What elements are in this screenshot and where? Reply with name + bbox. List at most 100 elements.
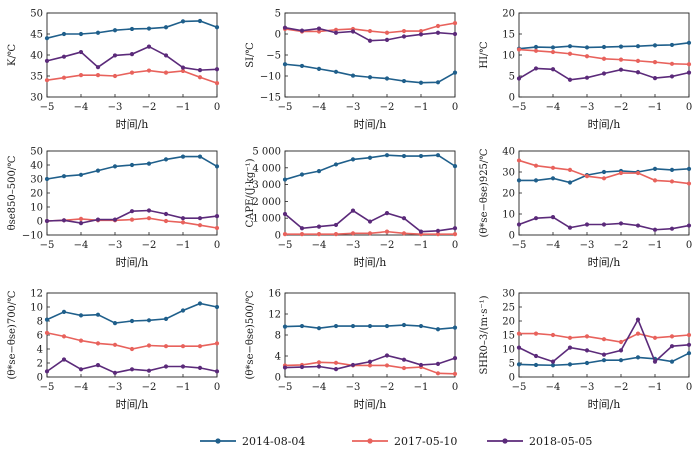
data-point-2017-05-10 — [129, 217, 135, 222]
data-point-2017-05-10 — [146, 68, 152, 73]
y-tick-label: 0 — [275, 30, 281, 41]
data-point-2014-08-04 — [180, 154, 186, 159]
data-point-2014-08-04 — [214, 25, 220, 30]
data-point-2017-05-10 — [180, 220, 186, 225]
data-point-2014-08-04 — [282, 324, 288, 329]
data-point-2014-08-04 — [95, 168, 101, 173]
x-tick-label: −2 — [614, 102, 629, 113]
data-point-2017-05-10 — [299, 232, 305, 237]
x-tick-label: 0 — [452, 382, 458, 393]
y-axis-label: CAPE/(J·kg⁻¹) — [245, 158, 256, 227]
y-tick-label: 12 — [30, 289, 43, 300]
x-tick-label: 0 — [214, 382, 220, 393]
y-tick-label: 15 — [502, 331, 515, 342]
data-point-2014-08-04 — [333, 162, 339, 167]
y-tick-label: 8 — [37, 317, 43, 328]
data-point-2017-05-10 — [163, 218, 169, 224]
series-line-2018-05-05 — [46, 45, 218, 71]
data-point-2014-08-04 — [163, 25, 169, 30]
data-point-2017-05-10 — [635, 331, 641, 336]
data-point-2014-08-04 — [282, 177, 288, 182]
x-tick-label: −2 — [142, 102, 157, 113]
y-tick-label: 0 — [37, 373, 43, 384]
data-point-2017-05-10 — [635, 58, 641, 63]
data-point-2017-05-10 — [197, 344, 203, 349]
x-tick-label: −4 — [546, 240, 561, 251]
data-point-2014-08-04 — [61, 174, 67, 179]
data-point-2018-05-05 — [401, 34, 407, 39]
y-tick-label: 20 — [30, 189, 43, 200]
y-tick-label: −5 — [266, 51, 281, 62]
y-tick-label: 4 — [275, 352, 281, 363]
data-point-2014-08-04 — [367, 75, 373, 80]
data-point-2018-05-05 — [316, 364, 322, 369]
data-point-2014-08-04 — [316, 66, 322, 71]
x-tick-label: −1 — [176, 102, 191, 113]
panel-3: −5 −4 −3 −2 −1 0 0 5 10 15 20 时间/h HI/℃ — [479, 9, 692, 132]
data-point-2014-08-04 — [452, 164, 458, 169]
y-tick-label: 4 — [37, 345, 43, 356]
y-tick-label: 5 — [509, 359, 515, 370]
data-point-2018-05-05 — [95, 363, 101, 368]
data-point-2018-05-05 — [112, 370, 118, 375]
data-point-2018-05-05 — [197, 365, 203, 370]
data-point-2018-05-05 — [163, 364, 169, 369]
data-point-2014-08-04 — [584, 360, 590, 366]
y-axis-label: (θ*se−θse)925/℃ — [479, 149, 490, 238]
y-tick-label: 20 — [502, 9, 515, 20]
data-point-2017-05-10 — [584, 174, 590, 179]
panel-4: −5 −4 −3 −2 −1 0−1001020304050时间/hθse850–500/… — [7, 147, 220, 270]
data-point-2014-08-04 — [601, 44, 607, 50]
data-point-2018-05-05 — [618, 221, 624, 226]
x-axis-label: 时间/h — [116, 118, 149, 131]
data-point-2017-05-10 — [44, 330, 50, 335]
x-axis-label: 时间/h — [116, 256, 149, 269]
data-point-2017-05-10 — [163, 70, 169, 75]
data-point-2014-08-04 — [686, 351, 692, 356]
data-point-2018-05-05 — [384, 37, 390, 42]
x-tick-label: −5 — [278, 240, 293, 251]
y-tick-label: 15 — [502, 30, 515, 41]
data-point-2017-05-10 — [180, 344, 186, 349]
data-point-2017-05-10 — [516, 331, 522, 336]
data-point-2014-08-04 — [112, 164, 118, 169]
data-point-2014-08-04 — [197, 18, 203, 24]
data-point-2018-05-05 — [635, 223, 641, 228]
data-point-2017-05-10 — [550, 165, 556, 170]
y-tick-label: 40 — [30, 51, 43, 62]
data-point-2017-05-10 — [367, 28, 373, 34]
data-point-2018-05-05 — [350, 29, 356, 34]
x-tick-label: −1 — [648, 240, 663, 251]
y-tick-label: 10 — [502, 345, 515, 356]
x-tick-label: −4 — [74, 102, 89, 113]
data-point-2014-08-04 — [333, 69, 339, 74]
data-point-2018-05-05 — [299, 364, 305, 370]
data-point-2017-05-10 — [61, 334, 67, 339]
data-point-2017-05-10 — [550, 49, 556, 55]
data-point-2014-08-04 — [44, 317, 50, 322]
x-axis-label: 时间/h — [588, 118, 621, 131]
data-point-2018-05-05 — [567, 345, 573, 350]
data-point-2018-05-05 — [601, 352, 607, 357]
y-tick-label: 20 — [502, 317, 515, 328]
y-axis-label: HI/℃ — [479, 41, 490, 68]
y-tick-label: 50 — [30, 9, 43, 20]
data-point-2014-08-04 — [550, 45, 556, 50]
x-tick-label: −3 — [108, 102, 123, 113]
y-tick-label: 45 — [30, 30, 43, 41]
x-tick-label: −2 — [614, 382, 629, 393]
data-point-2018-05-05 — [367, 38, 373, 43]
plot-frame — [518, 150, 690, 236]
data-point-2017-05-10 — [435, 371, 441, 376]
data-point-2017-05-10 — [686, 181, 692, 186]
data-point-2017-05-10 — [618, 339, 624, 345]
data-point-2018-05-05 — [516, 76, 522, 81]
data-point-2017-05-10 — [652, 60, 658, 65]
data-point-2018-05-05 — [299, 28, 305, 33]
data-point-2014-08-04 — [78, 313, 84, 318]
data-point-2017-05-10 — [197, 223, 203, 228]
data-point-2018-05-05 — [44, 369, 50, 374]
data-point-2018-05-05 — [61, 357, 67, 362]
data-point-2018-05-05 — [146, 44, 152, 49]
